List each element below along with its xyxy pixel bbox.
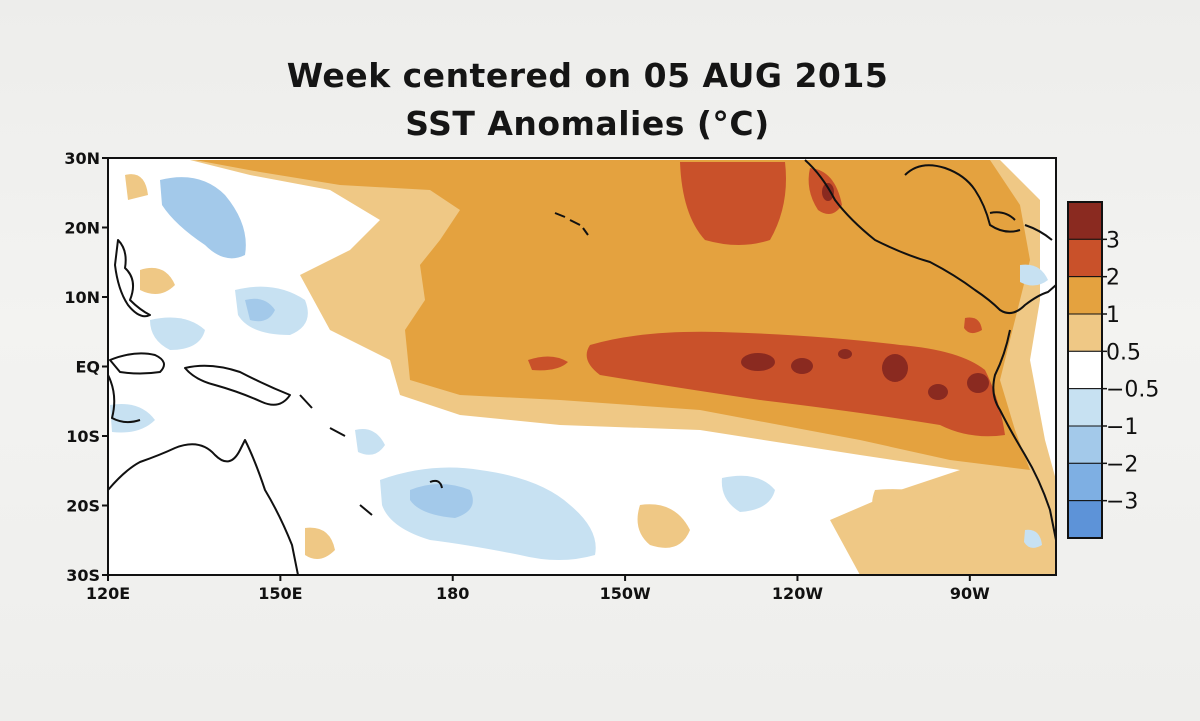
anomaly-region-pos05	[637, 504, 690, 548]
colorbar-bin	[1067, 313, 1103, 352]
hawaii-coastline	[554, 212, 589, 236]
colorbar-level-label: 3	[1106, 228, 1120, 253]
americas-coastline	[804, 159, 1056, 315]
colorbar-bin	[1067, 276, 1103, 315]
anomaly-region-pos3	[967, 373, 989, 393]
lat-tick-label: 30S	[66, 566, 100, 585]
lon-tick-label: 90W	[950, 584, 990, 603]
lon-tick-label: 120E	[86, 584, 130, 603]
anomaly-region-pos3	[741, 353, 775, 371]
north-america-coastline	[904, 164, 1021, 233]
colorbar-level-label: −0.5	[1106, 378, 1159, 403]
anomaly-region-neg05	[355, 429, 385, 455]
colorbar-bin	[1067, 388, 1103, 427]
anomaly-region-neg05	[721, 475, 775, 512]
lon-tick-label: 150E	[258, 584, 302, 603]
philippines-coastline	[114, 239, 151, 318]
anomaly-region-neg1	[160, 177, 246, 259]
colorbar-level-label: 1	[1106, 303, 1120, 328]
australia-coastline	[108, 439, 299, 575]
colorbar-frame	[1067, 201, 1103, 539]
lat-tick-label: 10S	[66, 427, 100, 446]
colorbar-level-label: −2	[1106, 452, 1138, 477]
anomaly-region-pos05	[140, 267, 175, 294]
map-plot-area	[108, 158, 1056, 575]
colorbar-bin	[1067, 425, 1103, 464]
colorbar: 3 2 1 0.5 −0.5 −1 −2 −3	[1067, 201, 1159, 539]
colorbar-level-label: 2	[1106, 266, 1120, 291]
south-america-coastline	[992, 329, 1056, 541]
anomaly-region-neg05	[150, 317, 205, 350]
fiji-coastline	[429, 479, 443, 489]
anomaly-region-pos05	[305, 527, 335, 559]
anomaly-region-pos2	[680, 162, 786, 245]
anomaly-region-pos2	[964, 317, 982, 334]
indonesia-coastline	[109, 352, 165, 375]
lat-tick-label: 10N	[64, 288, 100, 307]
new-guinea-coastline	[184, 364, 291, 406]
anomaly-region-pos05	[872, 489, 955, 530]
solomon-islands-coastline	[299, 394, 373, 516]
anomaly-region-pos3	[838, 349, 852, 359]
anomaly-region-pos05	[930, 544, 975, 572]
title-line-1: Week centered on 05 AUG 2015	[286, 56, 889, 95]
lat-tick-label: 20S	[66, 497, 100, 516]
longitude-axis: 120E 150E 180 150W 120W 90W	[86, 575, 990, 603]
anomaly-region-pos3	[882, 354, 908, 382]
lat-tick-label: EQ	[75, 358, 100, 377]
anomaly-region-pos05	[125, 174, 148, 200]
colorbar-bin	[1067, 201, 1103, 240]
anomaly-region-neg1	[410, 484, 473, 518]
anomaly-region-neg05	[1024, 529, 1042, 548]
anomaly-region-pos3	[928, 384, 948, 400]
colorbar-level-label: −1	[1106, 415, 1138, 440]
anomaly-region-neg1	[245, 298, 275, 322]
caribbean-coastline	[989, 211, 1053, 241]
colorbar-level-label: −3	[1106, 490, 1138, 515]
borneo-coastline	[108, 374, 141, 424]
map-title: Week centered on 05 AUG 2015 SST Anomali…	[0, 52, 1175, 148]
lat-tick-label: 30N	[64, 149, 100, 168]
anomaly-region-pos3	[791, 358, 813, 374]
colorbar-bin	[1067, 238, 1103, 278]
colorbar-bin	[1067, 462, 1103, 502]
colorbar-bin	[1067, 350, 1103, 390]
coastlines	[108, 159, 1056, 575]
latitude-axis: 30N 20N 10N EQ 10S 20S 30S	[64, 149, 108, 585]
colorbar-bin	[1067, 500, 1103, 539]
anomaly-region-pos3	[822, 183, 834, 201]
colorbar-level-label: 0.5	[1106, 340, 1141, 365]
lat-tick-label: 20N	[64, 219, 100, 238]
anomaly-region-neg05	[110, 404, 155, 433]
lon-tick-label: 120W	[772, 584, 823, 603]
anomaly-region-neg05	[1020, 264, 1048, 286]
lon-tick-label: 150W	[600, 584, 651, 603]
title-line-2: SST Anomalies (°C)	[405, 104, 770, 143]
anomaly-region-pos2	[528, 356, 568, 371]
lon-tick-label: 180	[436, 584, 469, 603]
